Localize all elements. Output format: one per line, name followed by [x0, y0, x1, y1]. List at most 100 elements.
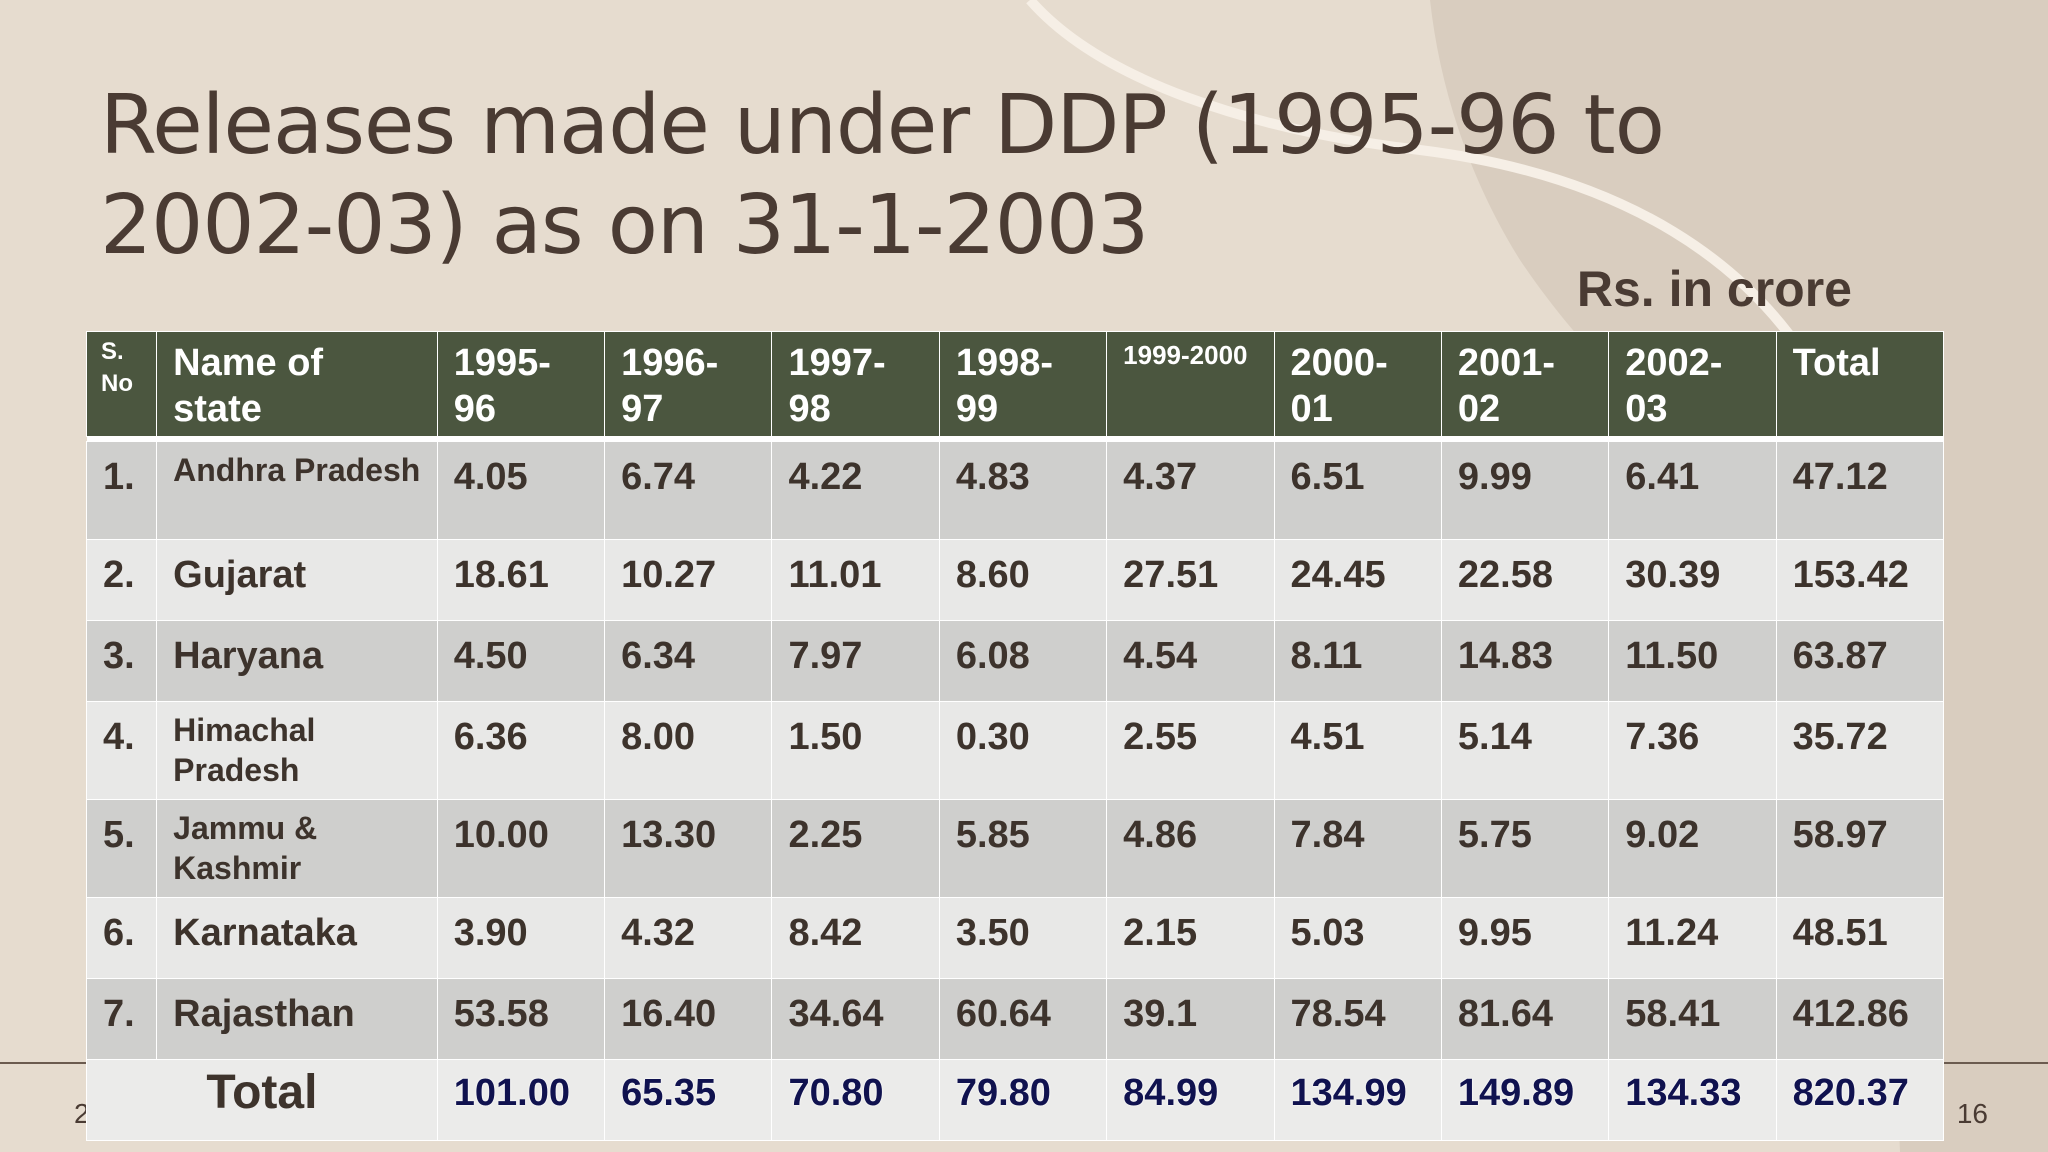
row-value: 27.51: [1106, 539, 1275, 621]
row-value: 6.74: [604, 441, 773, 540]
row-value: 8.00: [604, 701, 773, 800]
row-state: Gujarat: [156, 539, 438, 621]
row-value: 10.27: [604, 539, 773, 621]
row-sno: 6.: [85, 897, 158, 979]
total-value: 134.99: [1273, 1059, 1442, 1141]
total-row: Total 101.00 65.35 70.80 79.80 84.99 134…: [86, 1059, 1945, 1141]
row-value: 13.30: [604, 799, 773, 898]
row-value: 6.51: [1273, 441, 1442, 540]
row-state: Himachal Pradesh: [156, 701, 438, 800]
row-value: 16.40: [604, 978, 773, 1060]
header-year: 1997-98: [771, 331, 940, 437]
table-row: 2. Gujarat 18.61 10.27 11.01 8.60 27.51 …: [85, 539, 1945, 621]
header-year: 1998-99: [938, 331, 1108, 437]
grand-total: 820.37: [1775, 1059, 1945, 1141]
row-value: 1.50: [771, 701, 940, 800]
row-value: 30.39: [1608, 539, 1777, 621]
header-year: 1995-96: [436, 331, 606, 437]
row-value: 2.25: [771, 799, 940, 898]
header-sno: S. No: [85, 331, 158, 437]
row-value: 11.50: [1608, 620, 1777, 702]
total-value: 79.80: [938, 1059, 1108, 1141]
header-row: S. No Name of state 1995-96 1996-97 1997…: [85, 331, 1945, 437]
row-value: 4.32: [604, 897, 773, 979]
total-value: 84.99: [1106, 1059, 1275, 1141]
row-value: 34.64: [771, 978, 940, 1060]
row-total: 48.51: [1775, 897, 1945, 979]
row-total: 412.86: [1775, 978, 1945, 1060]
row-value: 14.83: [1440, 620, 1610, 702]
row-value: 7.97: [771, 620, 940, 702]
row-value: 4.86: [1106, 799, 1275, 898]
total-value: 65.35: [604, 1059, 773, 1141]
row-value: 6.34: [604, 620, 773, 702]
row-sno: 5.: [85, 799, 158, 898]
row-value: 8.11: [1273, 620, 1442, 702]
header-year: 2001-02: [1440, 331, 1610, 437]
row-value: 6.36: [436, 701, 606, 800]
row-total: 58.97: [1775, 799, 1945, 898]
row-value: 4.05: [436, 441, 606, 540]
row-state: Andhra Pradesh: [156, 441, 438, 540]
row-value: 5.03: [1273, 897, 1442, 979]
row-state: Haryana: [156, 620, 438, 702]
table-row: 7. Rajasthan 53.58 16.40 34.64 60.64 39.…: [85, 978, 1945, 1060]
row-total: 63.87: [1775, 620, 1945, 702]
page-number: 16: [1956, 1098, 1988, 1129]
row-value: 11.24: [1608, 897, 1777, 979]
row-value: 24.45: [1273, 539, 1442, 621]
row-value: 3.90: [436, 897, 606, 979]
row-value: 4.51: [1273, 701, 1442, 800]
row-value: 4.50: [436, 620, 606, 702]
row-value: 22.58: [1440, 539, 1610, 621]
row-value: 4.22: [771, 441, 940, 540]
total-label: Total: [86, 1059, 438, 1141]
row-value: 58.41: [1608, 978, 1777, 1060]
row-value: 4.37: [1106, 441, 1275, 540]
header-year: 1999-2000: [1106, 331, 1275, 437]
row-value: 8.42: [771, 897, 940, 979]
row-value: 11.01: [771, 539, 940, 621]
row-sno: 3.: [85, 620, 158, 702]
row-value: 9.99: [1440, 441, 1610, 540]
header-year: 2002-03: [1608, 331, 1777, 437]
row-total: 47.12: [1775, 441, 1945, 540]
row-sno: 7.: [85, 978, 158, 1060]
row-value: 6.08: [938, 620, 1108, 702]
total-value: 101.00: [436, 1059, 606, 1141]
row-total: 35.72: [1775, 701, 1945, 800]
row-sno: 1.: [85, 441, 158, 540]
row-value: 6.41: [1608, 441, 1777, 540]
row-total: 153.42: [1775, 539, 1945, 621]
row-value: 5.14: [1440, 701, 1610, 800]
row-value: 2.55: [1106, 701, 1275, 800]
row-state: Rajasthan: [156, 978, 438, 1060]
row-value: 81.64: [1440, 978, 1610, 1060]
row-value: 3.50: [938, 897, 1108, 979]
row-state: Karnataka: [156, 897, 438, 979]
header-separator: [86, 436, 1944, 442]
row-value: 5.85: [938, 799, 1108, 898]
total-value: 70.80: [771, 1059, 940, 1141]
footer-date-fragment: 2: [74, 1098, 90, 1129]
units-label: Rs. in crore: [1576, 261, 1852, 317]
row-value: 9.95: [1440, 897, 1610, 979]
row-sno: 2.: [85, 539, 158, 621]
table-row: 6. Karnataka 3.90 4.32 8.42 3.50 2.15 5.…: [85, 897, 1945, 979]
row-value: 7.84: [1273, 799, 1442, 898]
row-value: 9.02: [1608, 799, 1777, 898]
row-value: 78.54: [1273, 978, 1442, 1060]
table-row: 1. Andhra Pradesh 4.05 6.74 4.22 4.83 4.…: [85, 441, 1945, 540]
header-year: 2000-01: [1273, 331, 1442, 437]
row-value: 2.15: [1106, 897, 1275, 979]
header-year: 1996-97: [604, 331, 773, 437]
table-row: 5. Jammu & Kashmir 10.00 13.30 2.25 5.85…: [85, 799, 1945, 898]
row-value: 10.00: [436, 799, 606, 898]
row-value: 60.64: [938, 978, 1108, 1060]
row-value: 5.75: [1440, 799, 1610, 898]
row-state: Jammu & Kashmir: [156, 799, 438, 898]
header-state-name: Name of state: [156, 331, 438, 437]
row-value: 4.83: [938, 441, 1108, 540]
table-row: 3. Haryana 4.50 6.34 7.97 6.08 4.54 8.11…: [85, 620, 1945, 702]
table-row: 4. Himachal Pradesh 6.36 8.00 1.50 0.30 …: [85, 701, 1945, 800]
